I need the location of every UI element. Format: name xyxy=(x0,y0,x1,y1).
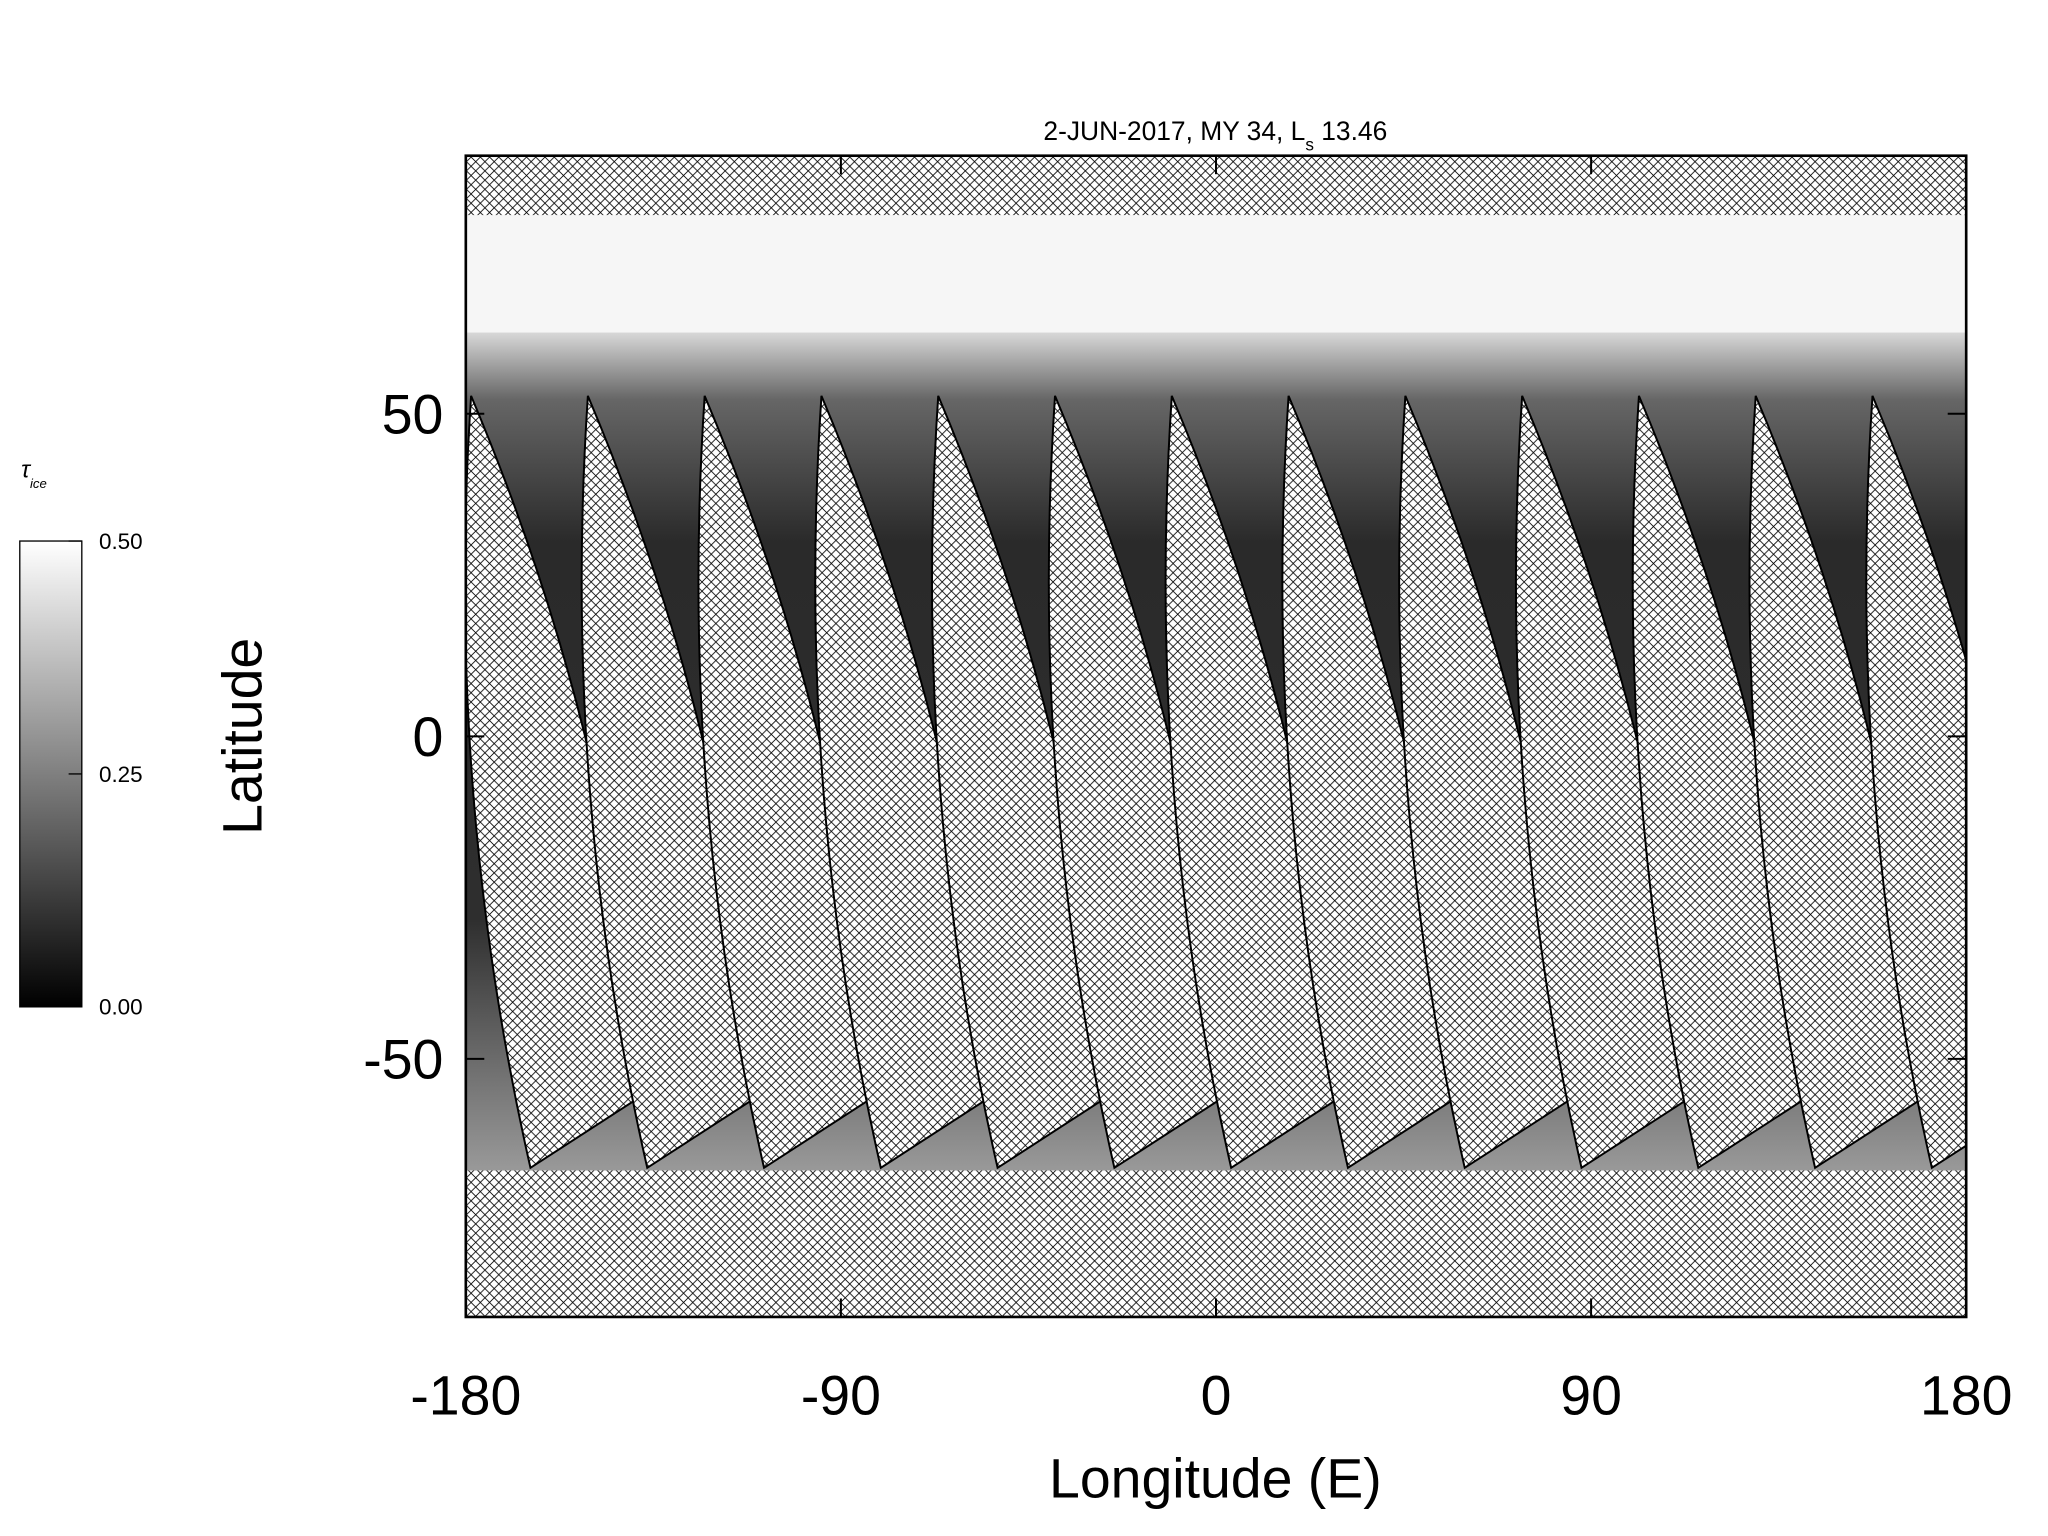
swath-gap xyxy=(1983,396,2048,1168)
colorbar-label: τice xyxy=(21,457,47,492)
y-tick-label: 0 xyxy=(413,706,444,768)
colorbar-tick-label: 0.50 xyxy=(99,529,143,554)
swath-gap xyxy=(931,395,1111,1170)
swath-gap xyxy=(1514,395,1695,1170)
map-image xyxy=(465,155,2048,1317)
y-tick-label: -50 xyxy=(363,1029,443,1091)
y-tick-label: 50 xyxy=(382,384,444,446)
x-tick-label: 90 xyxy=(1560,1365,1622,1427)
swath-gap xyxy=(1398,395,1578,1170)
swath-gap xyxy=(1164,395,1345,1170)
chart-title: 2-JUN-2017, MY 34, Ls 13.46 xyxy=(1043,116,1387,155)
swath-gap xyxy=(697,395,878,1170)
swath-gap xyxy=(814,395,995,1170)
swath-gap xyxy=(465,395,644,1170)
swath-gap xyxy=(1865,395,1967,1170)
swath-gap xyxy=(1281,395,1462,1170)
swath-gap xyxy=(1631,395,1812,1170)
colorbar-tick-label: 0.00 xyxy=(99,995,143,1020)
swath-gap xyxy=(1047,395,1228,1170)
x-tick-label: 180 xyxy=(1920,1365,2012,1427)
x-axis-label: Longitude (E) xyxy=(1049,1448,1382,1510)
swath-gap xyxy=(580,395,761,1170)
y-axis-label: Latitude xyxy=(211,638,273,835)
x-tick-label: -90 xyxy=(801,1365,881,1427)
x-tick-label: -180 xyxy=(410,1365,521,1427)
x-tick-label: 0 xyxy=(1201,1365,1232,1427)
swath-gap xyxy=(1748,395,1929,1170)
colorbar-tick-label: 0.25 xyxy=(99,762,143,787)
